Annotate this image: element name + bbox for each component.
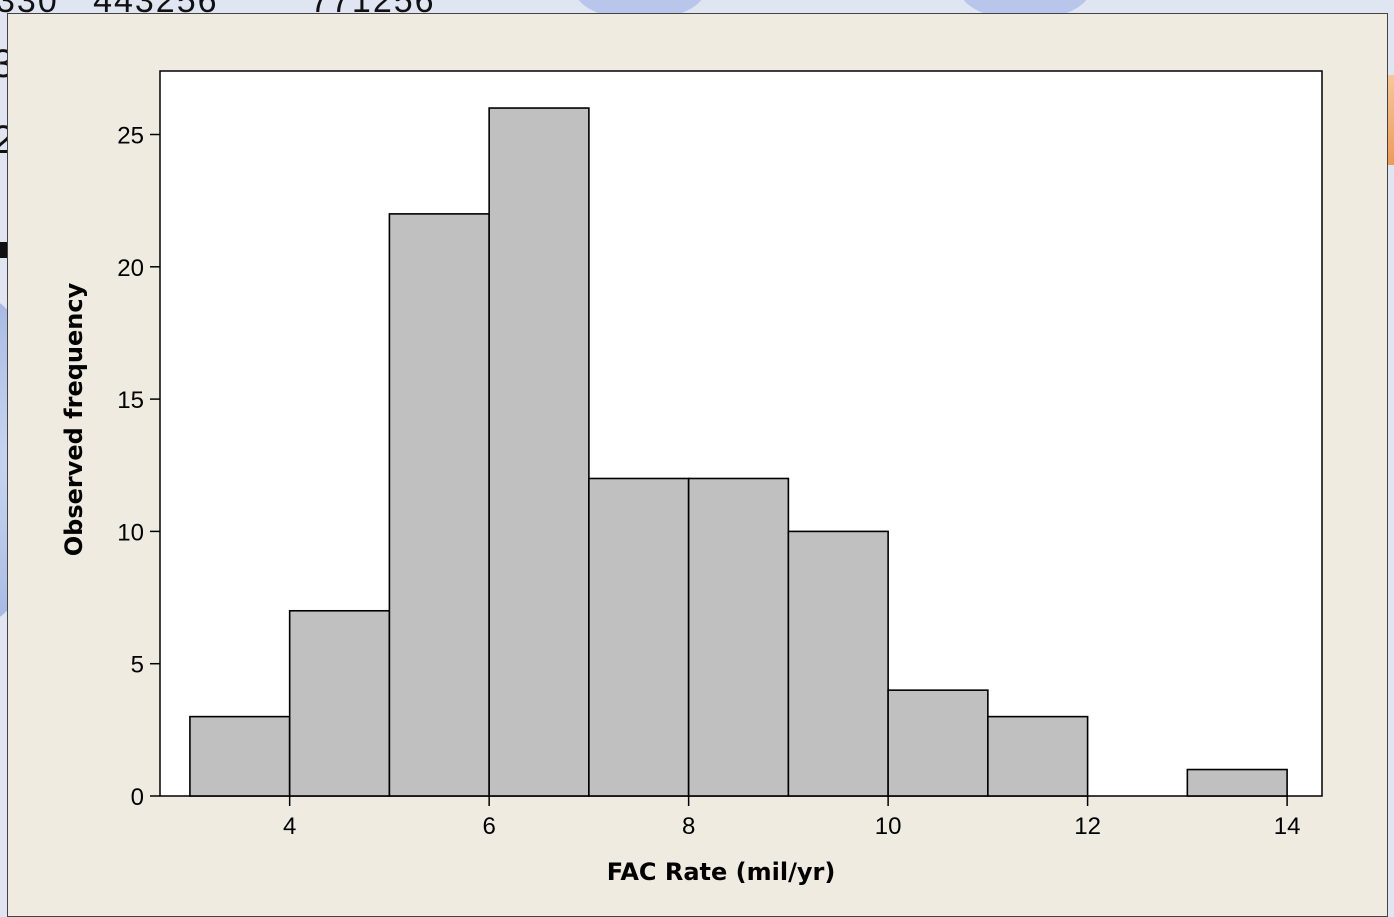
x-tick-label: 10 bbox=[875, 813, 902, 840]
histogram-bar bbox=[189, 715, 291, 797]
y-tick-label: 0 bbox=[131, 784, 144, 811]
x-tick-label: 12 bbox=[1074, 813, 1101, 840]
histogram-bar bbox=[887, 689, 989, 797]
x-axis-ticks: 4 6 8 10 12 14 bbox=[283, 796, 1300, 840]
y-tick-label: 10 bbox=[117, 519, 144, 546]
histogram-bar bbox=[488, 107, 590, 797]
histogram-bar bbox=[687, 477, 790, 797]
chart-panel: 4 6 8 10 12 14 0 5 10 15 20 25 FAC Rate (mil/yr) O… bbox=[7, 13, 1388, 917]
histogram-bar bbox=[388, 213, 490, 797]
y-tick-label: 20 bbox=[117, 255, 144, 282]
x-axis-title: FAC Rate (mil/yr) bbox=[607, 858, 836, 886]
y-axis-title: Observed frequency bbox=[60, 282, 88, 556]
histogram-bar bbox=[787, 530, 889, 797]
histogram-bar bbox=[588, 477, 690, 797]
histogram-bar bbox=[1186, 768, 1288, 797]
histogram-chart: 4 6 8 10 12 14 0 5 10 15 20 25 FAC Rate (mil/yr) O… bbox=[60, 70, 1323, 886]
y-tick-label: 25 bbox=[117, 123, 144, 150]
histogram-bar bbox=[987, 715, 1089, 797]
x-tick-label: 6 bbox=[482, 813, 495, 840]
y-axis-ticks: 0 5 10 15 20 25 bbox=[117, 123, 160, 811]
bars bbox=[189, 107, 1288, 797]
y-tick-label: 5 bbox=[131, 652, 144, 679]
histogram-bar bbox=[288, 609, 391, 797]
x-tick-label: 4 bbox=[283, 813, 296, 840]
x-tick-label: 14 bbox=[1274, 813, 1301, 840]
x-tick-label: 8 bbox=[682, 813, 695, 840]
y-tick-label: 15 bbox=[117, 387, 144, 414]
